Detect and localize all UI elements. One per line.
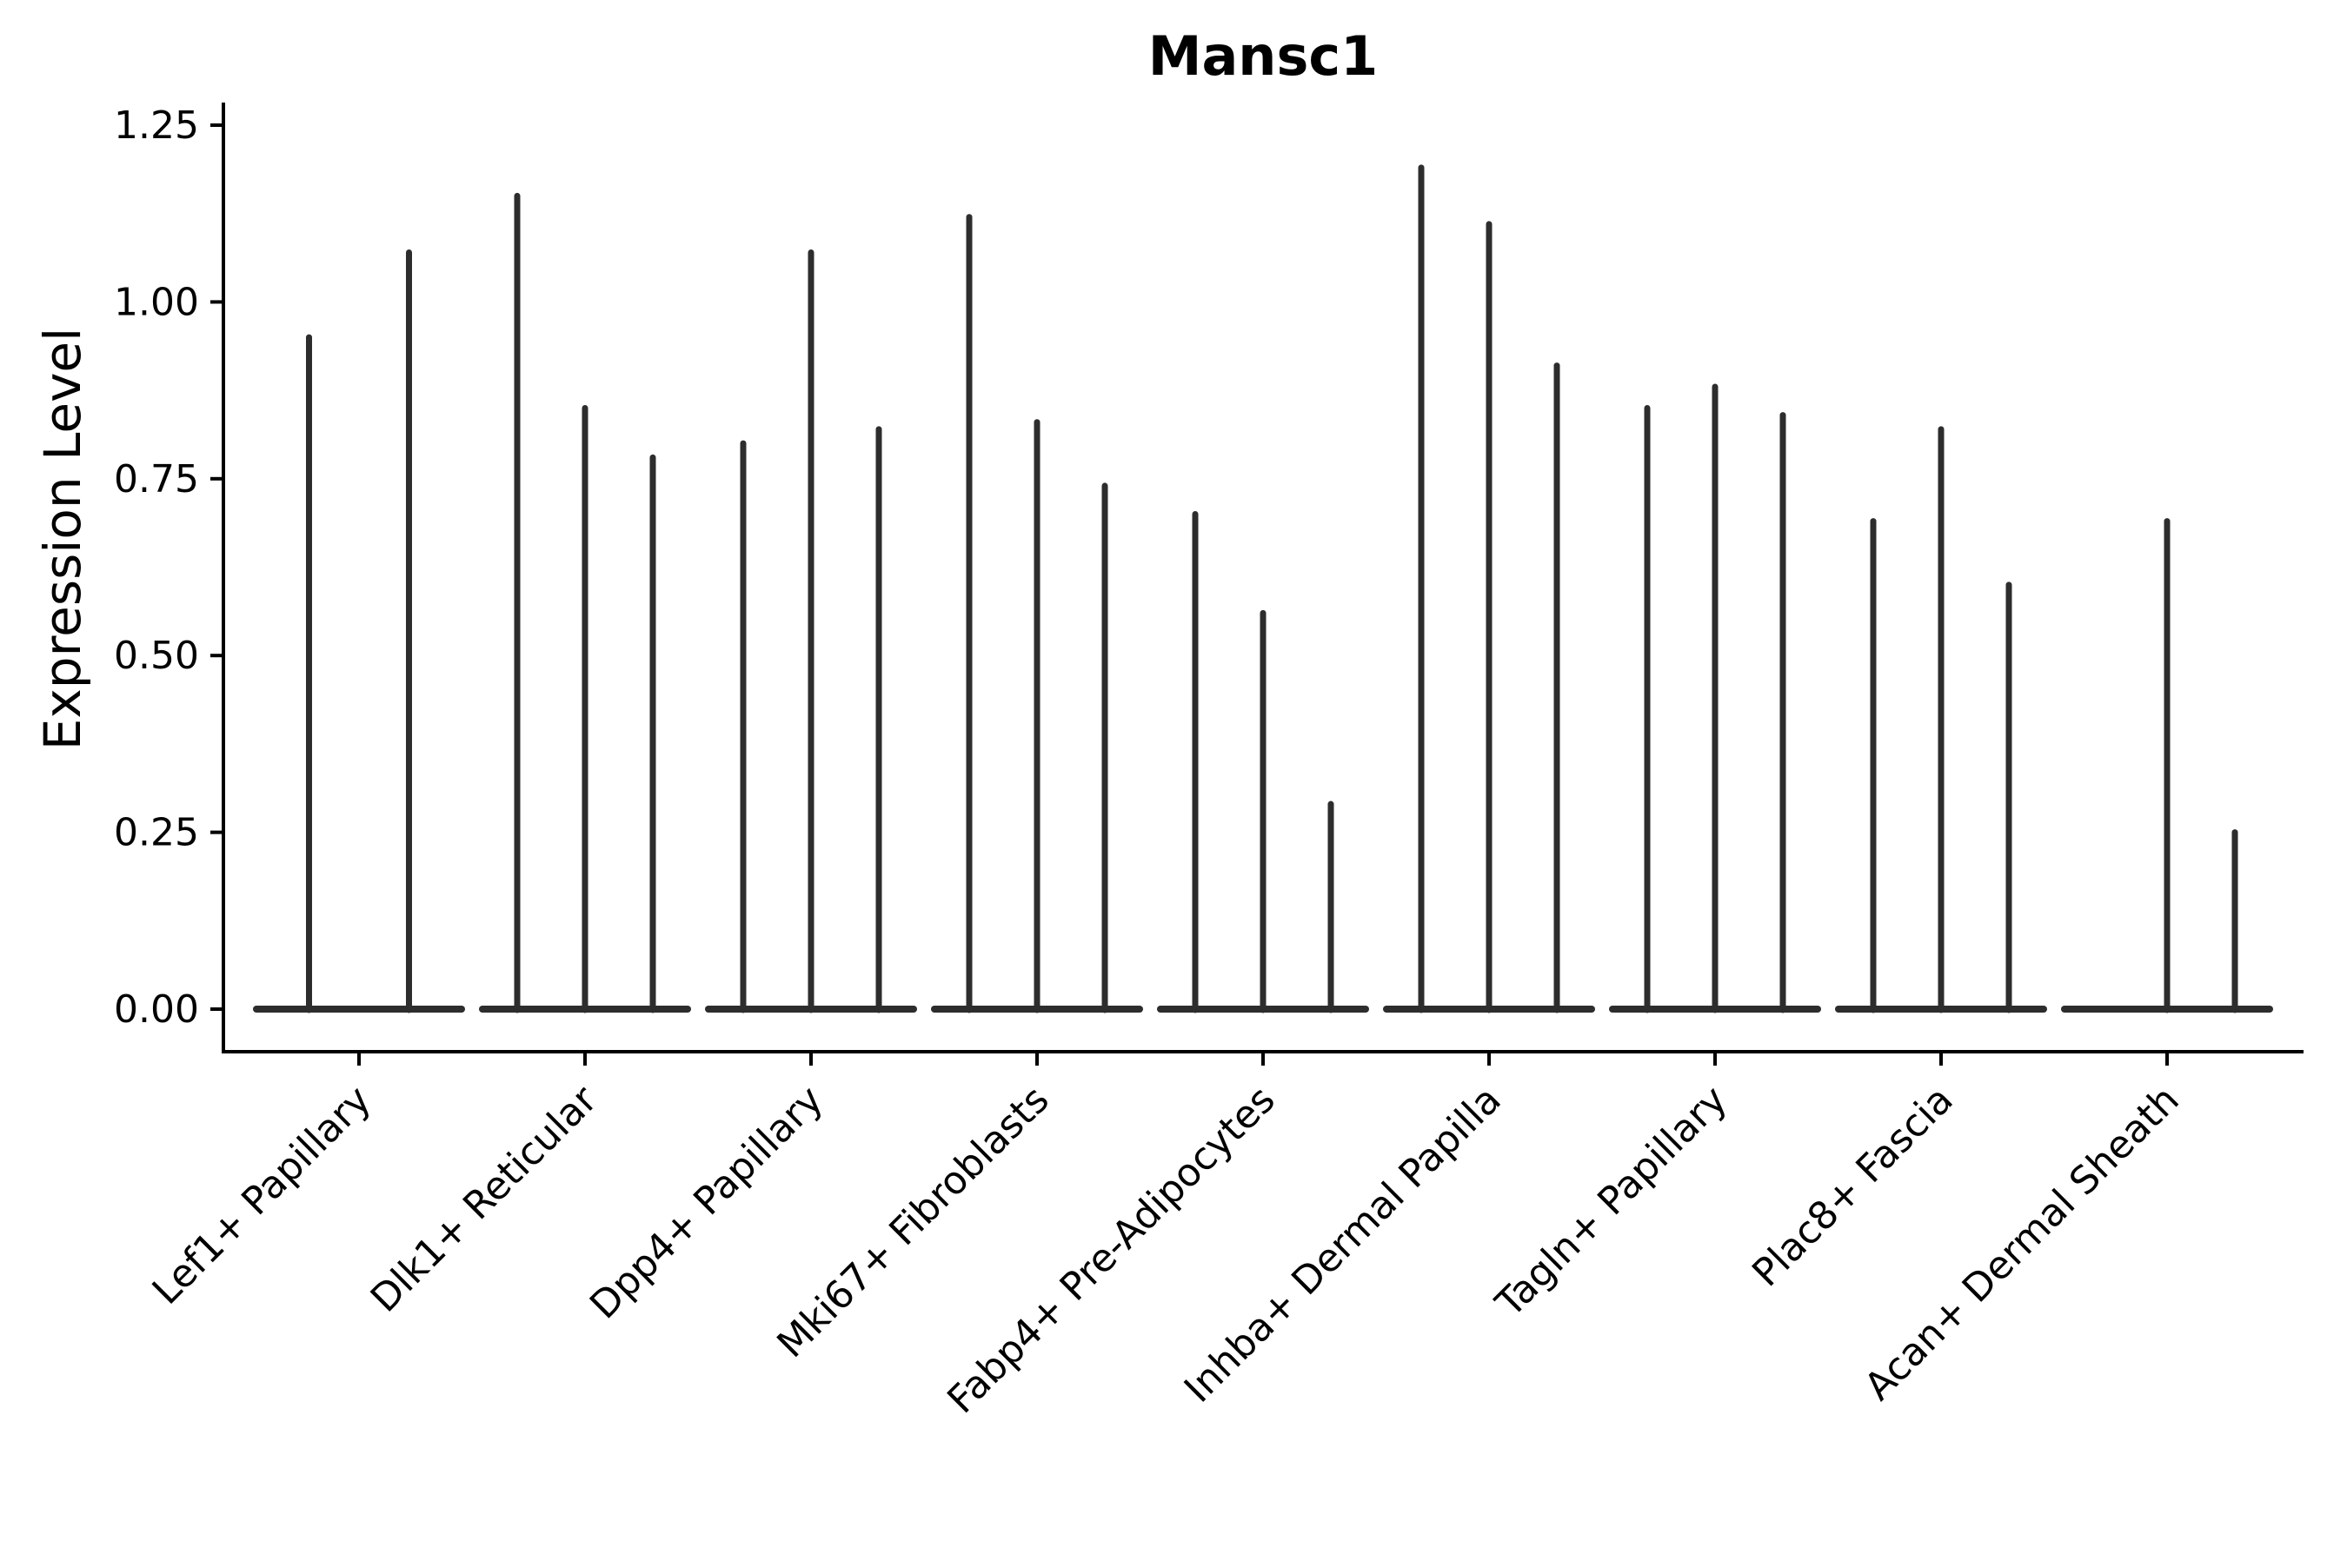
y-tick-label: 0.25 xyxy=(114,811,199,855)
x-category-label: Dlk1+ Reticular xyxy=(362,1077,607,1321)
y-tick-label: 0.00 xyxy=(114,987,199,1032)
y-tick-label: 0.75 xyxy=(114,457,199,502)
chart-title: Mansc1 xyxy=(1147,24,1379,88)
y-tick-label: 1.25 xyxy=(114,103,199,148)
y-axis-label: Expression Level xyxy=(33,327,92,751)
x-category-label: Dpp4+ Papillary xyxy=(582,1078,832,1328)
y-tick-label: 1.00 xyxy=(114,280,199,324)
x-category-label: Lef1+ Papillary xyxy=(144,1078,380,1313)
y-tick-label: 0.50 xyxy=(114,634,199,678)
x-category-label: Plac8+ Fascia xyxy=(1744,1078,1962,1296)
x-category-label: Tagln+ Papillary xyxy=(1487,1078,1736,1326)
